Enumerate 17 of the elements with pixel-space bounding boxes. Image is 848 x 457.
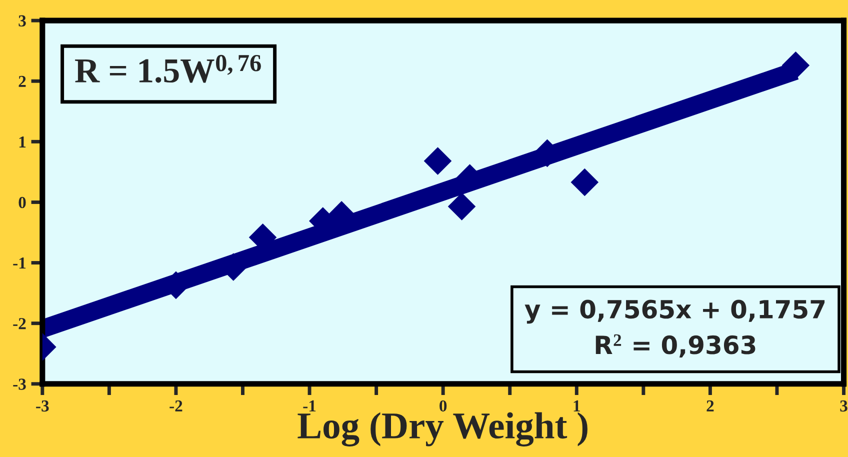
x-tick-label: -3 — [36, 400, 49, 412]
x-tick-label: -1 — [303, 400, 316, 412]
y-tick-label: 1 — [19, 136, 26, 148]
x-tick-label: 2 — [706, 400, 714, 412]
y-tick-label: -1 — [13, 258, 26, 269]
x-axis-title: Log (Dry Weight ) — [298, 412, 588, 446]
annotation: y = 0,7565x + 0,1757 R$^{2}$ = 0,9363 — [524, 300, 825, 358]
annotation: R = 1.5W$^{0,76}$ — [75, 54, 261, 83]
y-tick-label: -2 — [13, 318, 26, 330]
y-tick-label: -3 — [13, 378, 26, 390]
x-tick-label: -2 — [170, 400, 182, 412]
y-tick-label: 0 — [18, 196, 26, 208]
y-tick-label: 3 — [18, 15, 26, 27]
y-tick-label: 2 — [18, 76, 26, 87]
x-tick-label: 3 — [840, 400, 848, 412]
x-tick-label: 0 — [440, 400, 447, 412]
x-tick-label: 1 — [574, 400, 580, 412]
